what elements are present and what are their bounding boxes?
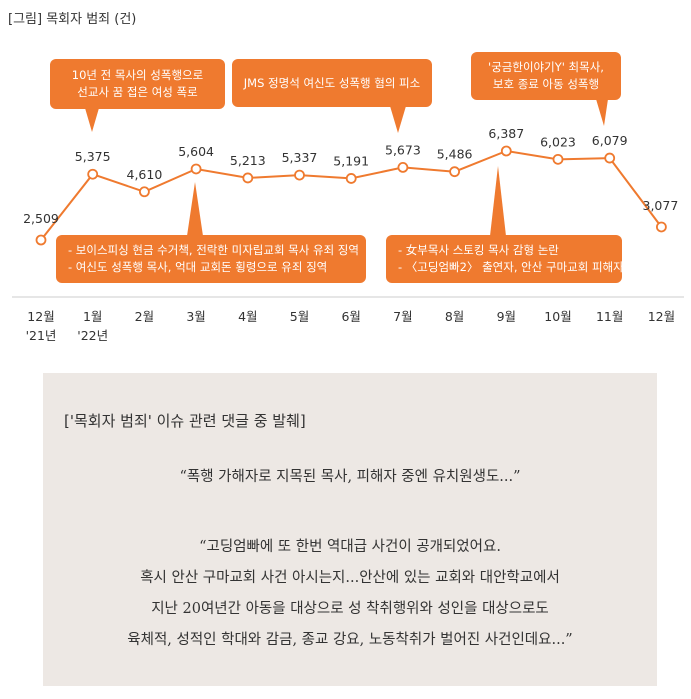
quote-heading: ['목회자 범죄' 이슈 관련 댓글 중 발췌] <box>64 412 306 430</box>
x-tick-label: 5월 <box>290 309 309 324</box>
annotation-callout: '궁금한이야기Y' 최목사, 보호 종료 아동 성폭행 <box>471 52 621 100</box>
callout-pointer <box>390 106 406 133</box>
x-tick-sublabel: '21년 <box>26 328 57 343</box>
annotation-text: JMS 정명석 여신도 성폭행 혐의 피소 <box>243 75 421 90</box>
data-label: 6,387 <box>488 126 524 141</box>
data-label: 2,509 <box>23 211 59 226</box>
annotation-text: '궁금한이야기Y' 최목사, <box>488 60 604 74</box>
chart-title: [그림] 목회자 범죄 (건) <box>8 12 137 27</box>
data-label: 6,023 <box>540 134 576 149</box>
data-point <box>552 153 564 165</box>
quote-1: “폭행 가해자로 지목된 목사, 피해자 중엔 유치원생도...” <box>179 469 521 485</box>
data-label: 5,604 <box>178 144 214 159</box>
x-tick-label: 12월 <box>27 309 54 324</box>
callout-pointer <box>85 108 99 132</box>
data-label: 6,079 <box>592 133 628 148</box>
x-tick-sublabel: '22년 <box>77 328 108 343</box>
data-point <box>190 163 202 175</box>
x-tick-label: 4월 <box>238 309 257 324</box>
data-point <box>138 186 150 198</box>
annotation-callout: - 女부목사 스토킹 목사 감형 논란 - 〈고딩엄빠2〉 출연자, 안산 구마교… <box>386 235 624 283</box>
callout-pointer <box>490 166 506 236</box>
data-point <box>242 172 254 184</box>
data-point <box>604 152 616 164</box>
data-label: 5,486 <box>437 147 473 162</box>
annotation-text: 선교사 꿈 접은 여성 폭로 <box>77 85 198 99</box>
quote-2-line: 혹시 안산 구마교회 사건 아시는지...안산에 있는 교회와 대안학교에서 <box>140 570 560 586</box>
annotation-callout: JMS 정명석 여신도 성폭행 혐의 피소 <box>232 59 432 107</box>
quote-2-line: “고딩엄빠에 또 한번 역대급 사건이 공개되었어요. <box>199 539 501 555</box>
x-tick-label: 12월 <box>648 309 675 324</box>
quote-2-line: 육체적, 성적인 학대와 감금, 종교 강요, 노동착취가 벌어진 사건인데요.… <box>127 632 573 648</box>
data-label: 3,077 <box>643 198 679 213</box>
data-label: 5,673 <box>385 142 421 157</box>
callout-pointer <box>596 99 608 126</box>
data-point <box>294 169 305 181</box>
annotation-callout: - 보이스피싱 현금 수거책, 전락한 미자립교회 목사 유죄 징역 - 여신도 … <box>56 235 366 283</box>
data-point <box>397 161 409 173</box>
x-tick-label: 9월 <box>497 309 516 324</box>
data-label: 5,191 <box>333 153 369 168</box>
annotation-text: - 〈고딩엄빠2〉 출연자, 안산 구마교회 피해자 <box>398 260 624 274</box>
data-point <box>87 168 99 180</box>
quote-box: ['목회자 범죄' 이슈 관련 댓글 중 발췌] “폭행 가해자로 지목된 목사… <box>43 373 657 686</box>
x-tick-label: 11월 <box>596 309 623 324</box>
data-point <box>656 221 667 233</box>
x-tick-label: 2월 <box>135 309 154 324</box>
data-label: 5,337 <box>282 150 318 165</box>
x-tick-label: 10월 <box>544 309 571 324</box>
data-label: 5,375 <box>75 149 111 164</box>
data-label: 5,213 <box>230 153 266 168</box>
data-point <box>35 234 47 246</box>
x-tick-label: 7월 <box>393 309 412 324</box>
line-chart: 2,509 12월 '21년 5,375 1월 '22년 4,610 2월 5,604 3월 5,2… <box>12 99 684 343</box>
data-point <box>500 145 512 157</box>
annotation-text: - 보이스피싱 현금 수거책, 전락한 미자립교회 목사 유죄 징역 <box>68 243 359 257</box>
data-point <box>449 166 461 178</box>
annotation-text: - 여신도 성폭행 목사, 억대 교회돈 횡령으로 유죄 징역 <box>68 260 328 274</box>
annotation-text: 보호 종료 아동 성폭행 <box>492 77 600 91</box>
data-point <box>345 173 357 184</box>
annotation-text: 10년 전 목사의 성폭행으로 <box>71 68 204 82</box>
x-tick-label: 6월 <box>341 309 360 324</box>
x-tick-label: 3월 <box>186 309 205 324</box>
quote-2-line: 지난 20여년간 아동을 대상으로 성 착취행위와 성인을 대상으로도 <box>151 601 549 617</box>
x-tick-label: 1월 <box>83 309 102 324</box>
x-tick-label: 8월 <box>445 309 464 324</box>
callout-pointer <box>187 182 203 236</box>
annotation-text: - 女부목사 스토킹 목사 감형 논란 <box>398 243 559 257</box>
data-label: 4,610 <box>127 167 163 182</box>
